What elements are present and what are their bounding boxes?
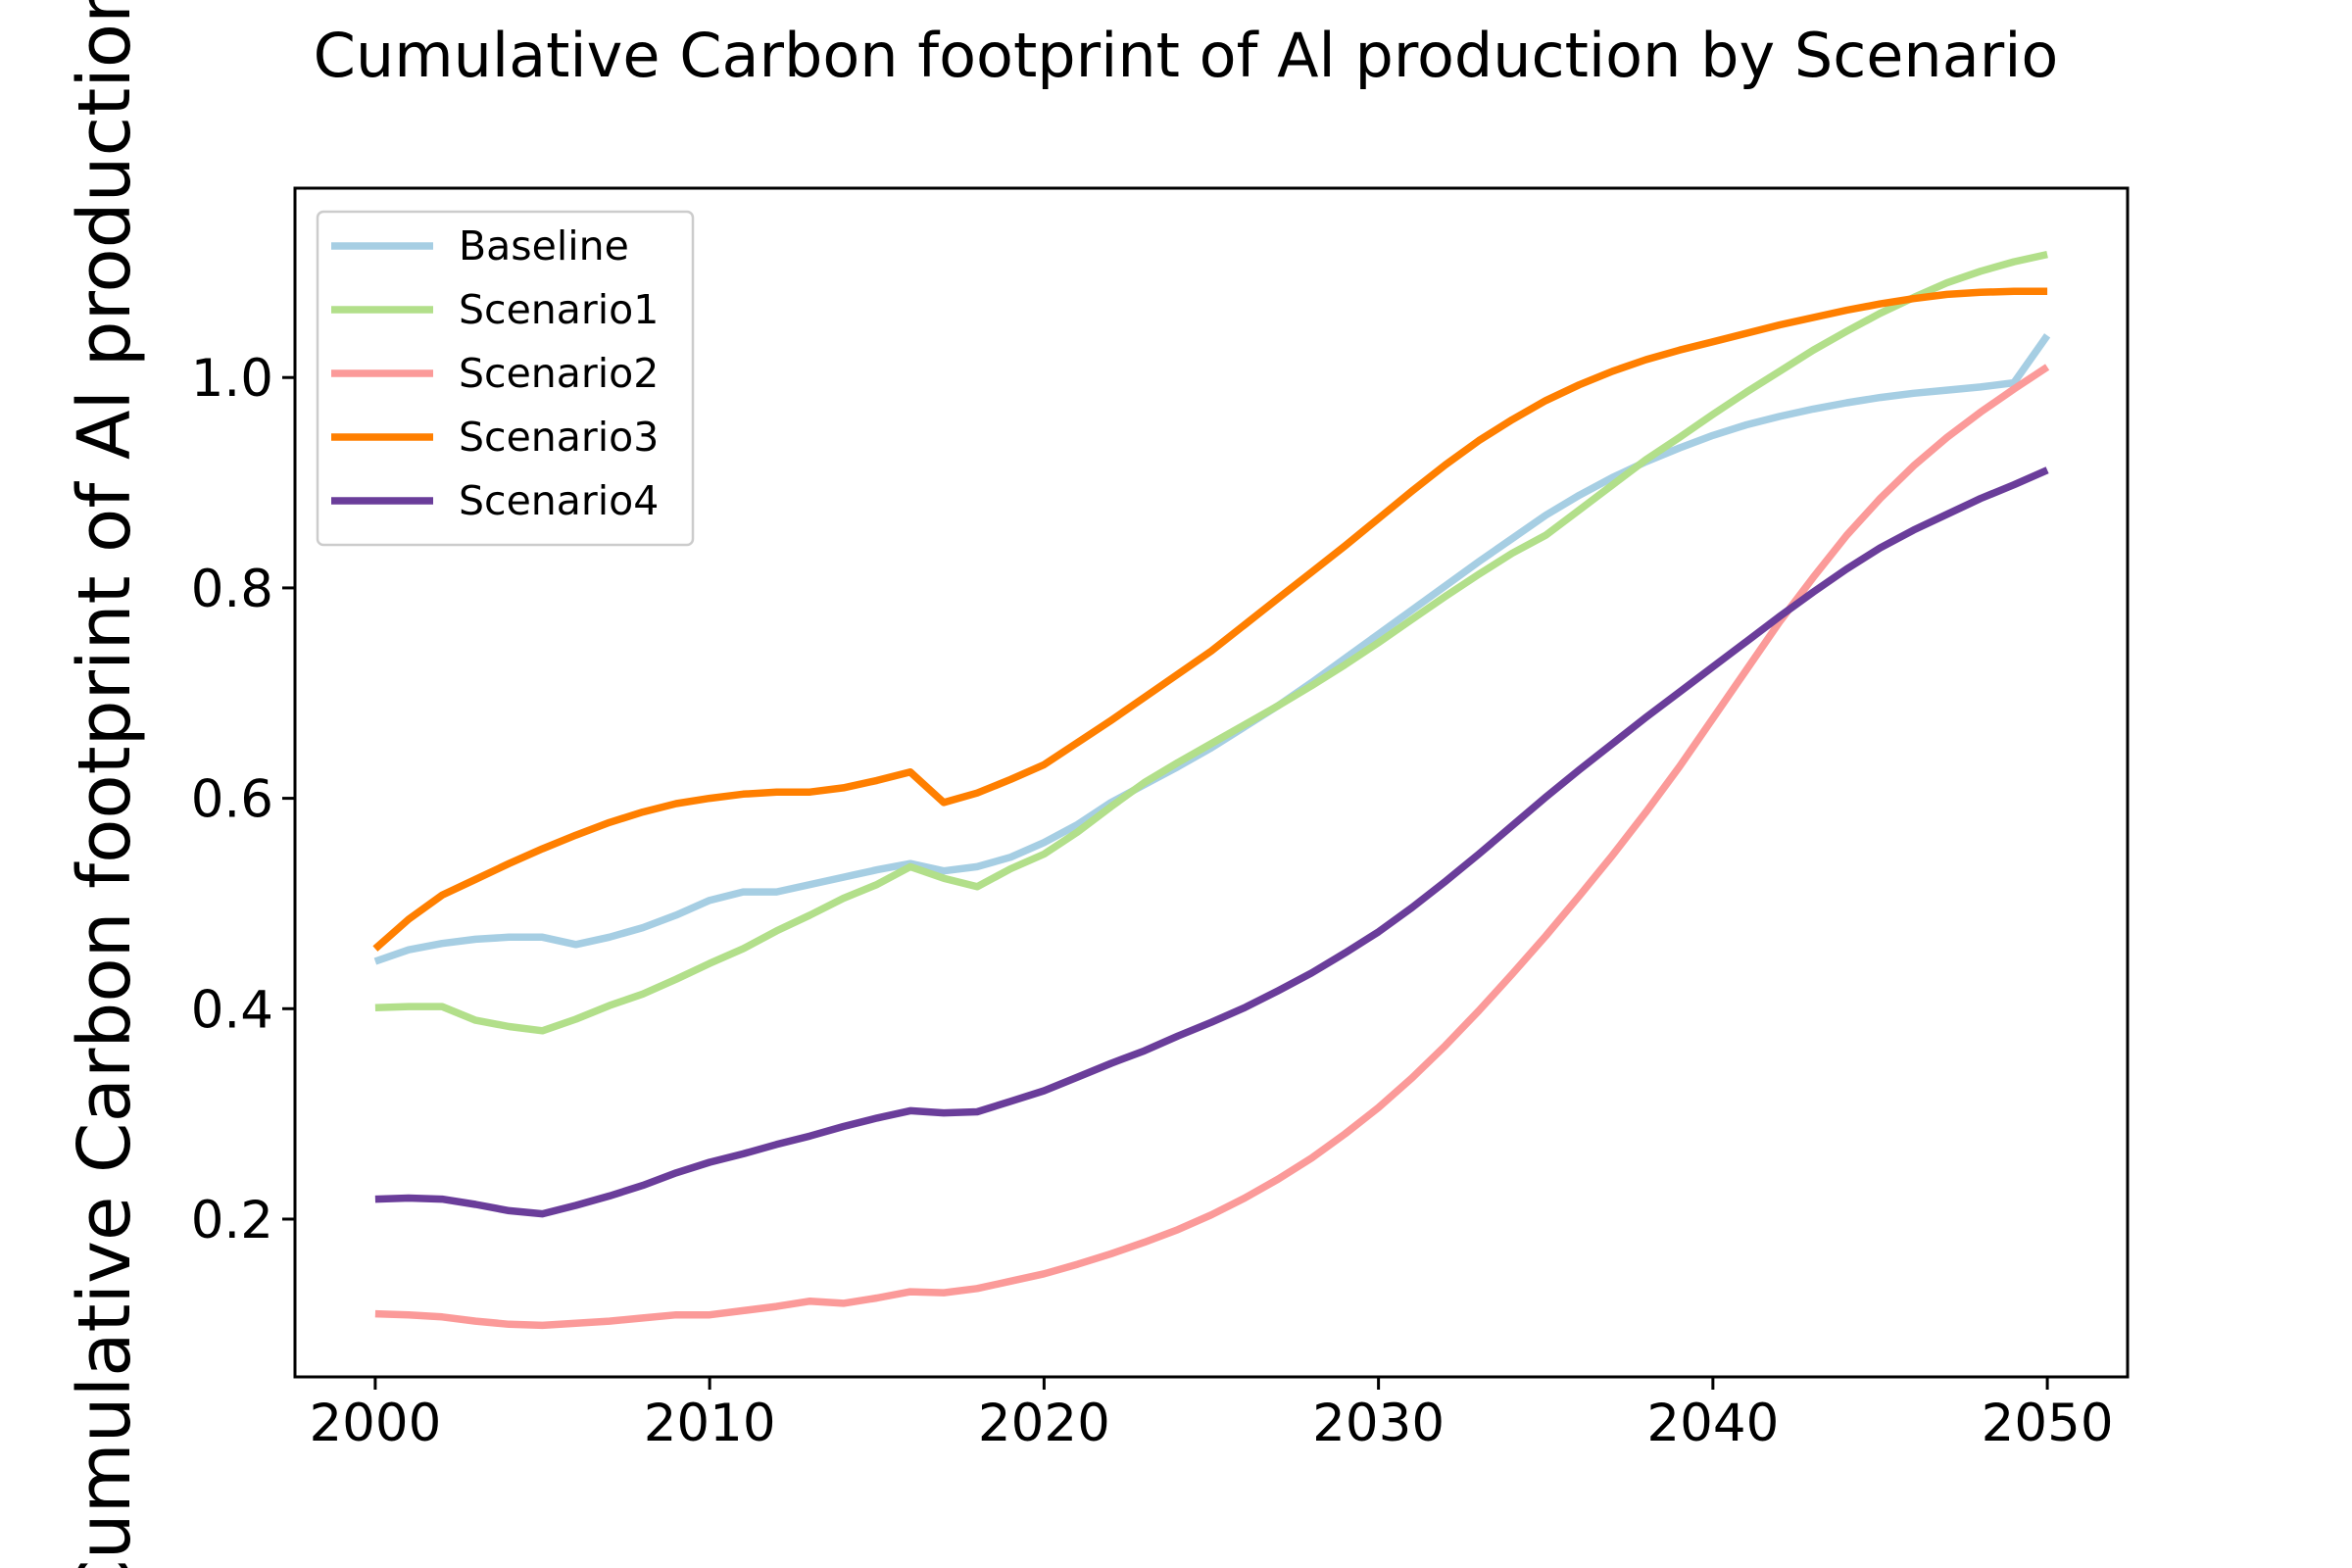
series-line-scenario3 [372,287,2048,952]
x-tick-label: 2010 [644,1394,776,1453]
y-tick-label: 1.0 [191,349,273,409]
series-lines [372,250,2051,1330]
legend-label-scenario4: Scenario4 [459,477,659,524]
series-line-scenario4 [374,466,2049,1218]
y-axis-label: Cumulative Carbon footprint of Al produc… [63,0,147,1568]
chart-title: Cumulative Carbon footprint of Al produc… [314,20,2059,91]
plot-area: 2000 2010 2020 2030 2040 2050 0.2 0.4 0.6 0.8 1.0 [191,186,2130,1453]
y-axis: 0.2 0.4 0.6 0.8 1.0 [191,349,295,1250]
plot-frame [293,186,2130,1379]
legend-label-scenario1: Scenario1 [459,286,659,333]
x-tick-label: 2020 [978,1394,1110,1453]
x-tick-label: 2030 [1312,1394,1445,1453]
y-tick-label: 0.6 [191,770,273,830]
x-tick-label: 2040 [1646,1394,1779,1453]
series-line-scenario2 [374,364,2050,1330]
legend-box [316,210,695,547]
x-tick-label: 2050 [1982,1394,2114,1453]
series-line-scenario1 [374,250,2048,1035]
legend-label-scenario3: Scenario3 [459,414,659,461]
legend: Baseline Scenario1 Scenario2 Scenario3 Scena… [316,210,695,547]
y-tick-label: 0.2 [191,1191,273,1250]
y-tick-label: 0.4 [191,980,273,1040]
legend-label-baseline: Baseline [459,222,629,270]
y-tick-label: 0.8 [191,560,273,619]
x-tick-label: 2000 [309,1394,441,1453]
legend-label-scenario2: Scenario2 [459,350,659,397]
x-axis: 2000 2010 2020 2030 2040 2050 [309,1377,2114,1453]
